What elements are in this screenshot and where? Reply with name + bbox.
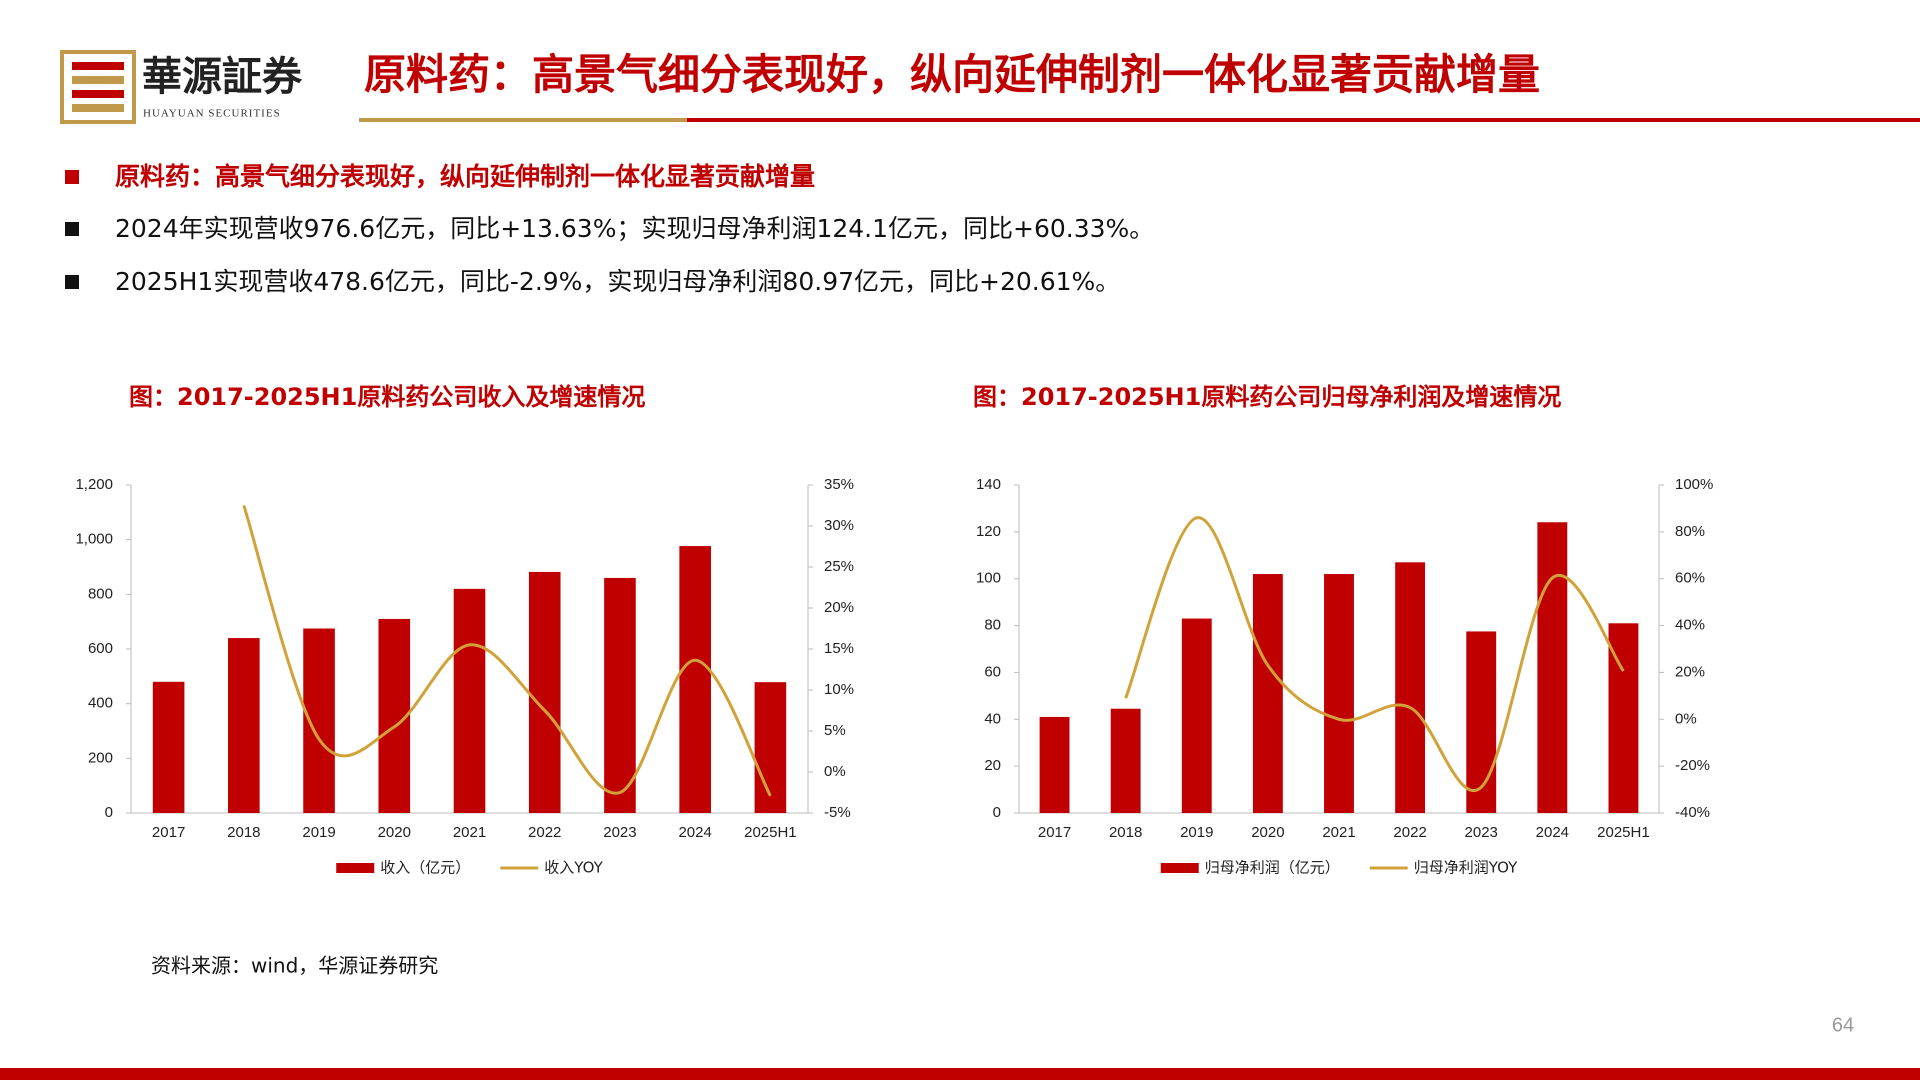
bar (528, 571, 561, 813)
bar (152, 681, 185, 813)
y-tick-label: 100 (976, 570, 1001, 587)
y2-tick-label: -40% (1675, 804, 1710, 821)
x-tick-label: 2022 (528, 824, 561, 841)
bullet: 2024年实现营收976.6亿元，同比+13.63%；实现归母净利润124.1亿… (115, 214, 1154, 243)
bullet-marker (65, 222, 79, 236)
x-tick-label: 2019 (302, 824, 335, 841)
legend-swatch (336, 863, 375, 873)
bar (1395, 562, 1426, 813)
y-tick-label: 400 (88, 695, 113, 712)
y2-tick-label: 60% (1675, 570, 1705, 587)
x-tick-label: 2024 (678, 824, 711, 841)
x-tick-label: 2019 (1180, 824, 1213, 841)
x-tick-label: 2021 (453, 824, 486, 841)
y-tick-label: 20 (984, 757, 1001, 774)
y2-tick-label: 10% (824, 681, 854, 698)
y2-tick-label: 30% (824, 517, 854, 534)
line-series (242, 505, 772, 797)
logo-subtitle: HUAYUAN SECURITIES (143, 108, 281, 120)
page-number: 64 (1832, 1014, 1854, 1036)
y-tick-label: 800 (88, 585, 113, 602)
bar (754, 682, 787, 813)
line-series (1124, 516, 1625, 792)
footer-bar (0, 1068, 1920, 1080)
bar (679, 546, 711, 813)
y2-tick-label: -20% (1675, 757, 1710, 774)
chart-title: 图：2017-2025H1原料药公司收入及增速情况 (129, 383, 645, 411)
bar (1039, 716, 1070, 813)
legend-label: 归母净利润（亿元） (1205, 859, 1340, 877)
bar (453, 588, 486, 813)
y2-tick-label: 35% (824, 476, 854, 493)
y-tick-label: 140 (976, 476, 1001, 493)
bar (228, 638, 260, 813)
legend-label: 归母净利润YOY (1414, 859, 1518, 877)
x-tick-label: 2018 (1109, 824, 1142, 841)
y-tick-label: 80 (984, 617, 1001, 634)
source-note: 资料来源：wind，华源证券研究 (151, 954, 438, 978)
bullet-marker (65, 170, 79, 184)
y-tick-label: 600 (88, 640, 113, 657)
bar (604, 577, 636, 813)
x-tick-label: 2022 (1393, 824, 1426, 841)
y2-tick-label: 25% (824, 558, 854, 575)
x-tick-label: 2017 (152, 824, 185, 841)
bar (1324, 574, 1354, 813)
y2-tick-label: 20% (824, 599, 854, 616)
bar (1537, 522, 1568, 813)
logo-text: 華源証券 (142, 53, 303, 100)
legend: 收入（亿元） 收入YOY (336, 859, 604, 877)
x-tick-label: 2018 (227, 824, 260, 841)
x-tick-label: 2024 (1536, 824, 1569, 841)
y2-tick-label: 5% (824, 722, 846, 739)
bar (1466, 631, 1497, 813)
y-tick-label: 200 (88, 749, 113, 766)
x-tick-label: 2020 (1251, 824, 1284, 841)
bullet: 2025H1实现营收478.6亿元，同比-2.9%，实现归母净利润80.97亿元… (115, 267, 1120, 296)
y-tick-label: 1,200 (75, 476, 113, 493)
y-tick-label: 120 (976, 523, 1001, 540)
legend-label: 收入YOY (544, 859, 603, 877)
legend-swatch (1160, 863, 1199, 873)
y2-tick-label: 100% (1675, 476, 1713, 493)
y2-tick-label: 15% (824, 640, 854, 657)
legend: 归母净利润（亿元） 归母净利润YOY (1160, 859, 1518, 877)
y2-tick-label: 40% (1675, 617, 1705, 634)
logo (60, 50, 136, 124)
bullet-marker (65, 275, 79, 289)
x-tick-label: 2020 (378, 824, 411, 841)
chart-title: 图：2017-2025H1原料药公司归母净利润及增速情况 (973, 383, 1561, 411)
y2-tick-label: 0% (1675, 710, 1697, 727)
x-tick-label: 2025H1 (744, 824, 797, 841)
x-tick-label: 2023 (1465, 824, 1498, 841)
x-tick-label: 2025H1 (1597, 824, 1650, 841)
x-tick-label: 2021 (1322, 824, 1355, 841)
x-tick-label: 2017 (1038, 824, 1071, 841)
slide-title: 原料药：高景气细分表现好，纵向延伸制剂一体化显著贡献增量 (364, 50, 1540, 99)
y-tick-label: 0 (105, 804, 113, 821)
y2-tick-label: -5% (824, 804, 851, 821)
y2-tick-label: 0% (824, 763, 846, 780)
y-tick-label: 60 (984, 663, 1001, 680)
y-tick-label: 0 (993, 804, 1001, 821)
bar (1252, 574, 1283, 813)
y2-tick-label: 20% (1675, 663, 1705, 680)
bar (1110, 708, 1141, 813)
bar (1181, 618, 1212, 813)
y-tick-label: 1,000 (75, 531, 113, 548)
title-rule-red (687, 118, 1920, 122)
y-tick-label: 40 (984, 710, 1001, 727)
title-rule-gold (359, 118, 687, 122)
y2-tick-label: 80% (1675, 523, 1705, 540)
x-tick-label: 2023 (603, 824, 636, 841)
legend-label: 收入（亿元） (380, 859, 470, 877)
bullet: 原料药：高景气细分表现好，纵向延伸制剂一体化显著贡献增量 (115, 162, 815, 191)
